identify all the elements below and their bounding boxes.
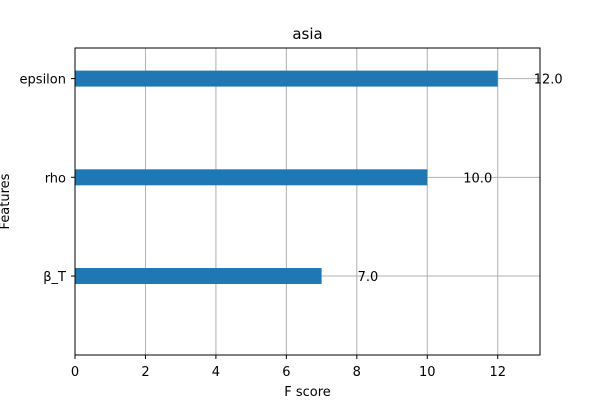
data-labels-group: 7.0 10.0 12.0 — [358, 73, 563, 285]
x-tick-label: 2 — [141, 365, 149, 380]
x-axis-ticks: 0 2 4 6 8 10 12 — [71, 355, 506, 380]
data-label: 7.0 — [358, 270, 379, 285]
x-tick-label: 8 — [353, 365, 361, 380]
y-tick-label: β_T — [43, 270, 66, 285]
bars-group — [75, 70, 498, 285]
x-axis-label: F score — [284, 385, 331, 400]
bar — [75, 169, 428, 186]
x-tick-label: 10 — [419, 365, 436, 380]
y-axis-ticks: β_T rho epsilon — [20, 73, 75, 285]
y-tick-label: rho — [45, 171, 66, 186]
y-axis-label: Features — [0, 173, 13, 229]
grid-lines — [74, 48, 540, 355]
data-label: 10.0 — [463, 171, 492, 186]
x-tick-label: 0 — [71, 365, 79, 380]
bar — [75, 268, 322, 285]
x-tick-label: 6 — [282, 365, 290, 380]
data-label: 12.0 — [534, 73, 563, 88]
y-tick-label: epsilon — [20, 73, 66, 88]
plot-frame — [74, 47, 541, 356]
chart-title: asia — [292, 25, 322, 43]
x-tick-label: 4 — [212, 365, 220, 380]
x-tick-label: 12 — [489, 365, 506, 380]
bar — [75, 70, 498, 87]
